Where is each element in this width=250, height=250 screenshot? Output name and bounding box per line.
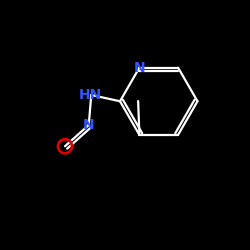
Text: N: N — [134, 61, 145, 75]
Text: N: N — [83, 118, 94, 132]
Text: HN: HN — [78, 88, 102, 102]
